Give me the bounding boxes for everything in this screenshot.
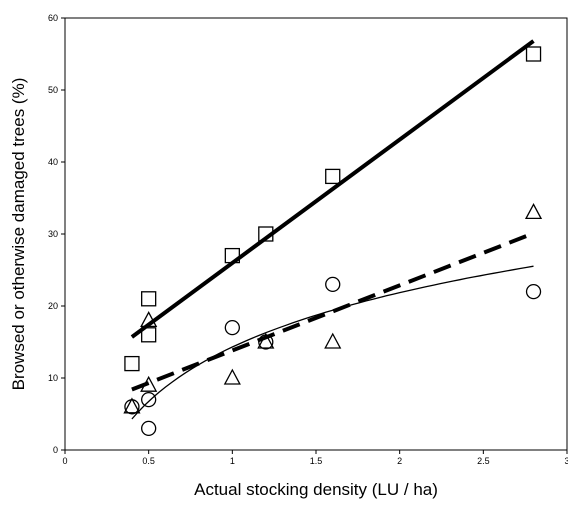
x-tick-label: 2.5: [477, 456, 490, 466]
fit-lines: [130, 39, 535, 420]
x-axis-ticks: 0 0.5 1 1.5 2 2.5 3: [62, 450, 568, 466]
triangle-marker: [140, 375, 158, 392]
triangle-fit-line: [131, 231, 535, 392]
y-tick-label: 40: [48, 157, 58, 167]
circle-marker: [325, 276, 341, 293]
square-marker: [525, 46, 542, 62]
square-marker: [141, 327, 157, 343]
circle-marker: [224, 319, 240, 336]
y-tick-label: 30: [48, 229, 58, 239]
x-axis-title: Actual stocking density (LU / ha): [194, 480, 438, 499]
square-marker: [258, 226, 274, 242]
x-tick-label: 1.5: [310, 456, 323, 466]
y-tick-label: 0: [53, 445, 58, 455]
y-tick-label: 20: [48, 301, 58, 311]
y-tick-label: 60: [48, 13, 58, 23]
y-tick-label: 50: [48, 85, 58, 95]
square-fit-line: [130, 39, 535, 339]
square-marker: [124, 355, 140, 372]
data-markers: [123, 46, 543, 437]
x-tick-label: 3: [564, 456, 568, 466]
circle-marker: [124, 399, 140, 415]
x-tick-label: 2: [397, 456, 402, 466]
x-tick-label: 1: [230, 456, 235, 466]
triangle-marker: [524, 203, 543, 220]
triangle-marker: [140, 311, 158, 328]
x-tick-label: 0: [62, 456, 67, 466]
y-tick-label: 10: [48, 373, 58, 383]
circle-marker: [141, 391, 157, 408]
x-tick-label: 0.5: [142, 456, 155, 466]
square-marker: [224, 247, 240, 264]
triangle-marker: [123, 397, 141, 414]
y-axis-ticks: 0 10 20 30 40 50 60: [48, 13, 65, 455]
circle-marker: [141, 420, 157, 437]
triangle-marker: [223, 368, 241, 385]
y-axis-title: Browsed or otherwise damaged trees (%): [9, 78, 28, 391]
square-marker: [325, 168, 341, 185]
circle-marker: [258, 334, 274, 350]
triangle-marker: [257, 332, 275, 349]
circle-fit-line: [131, 265, 534, 420]
circle-marker: [525, 283, 542, 300]
square-marker: [141, 291, 157, 307]
triangle-marker: [324, 332, 342, 349]
